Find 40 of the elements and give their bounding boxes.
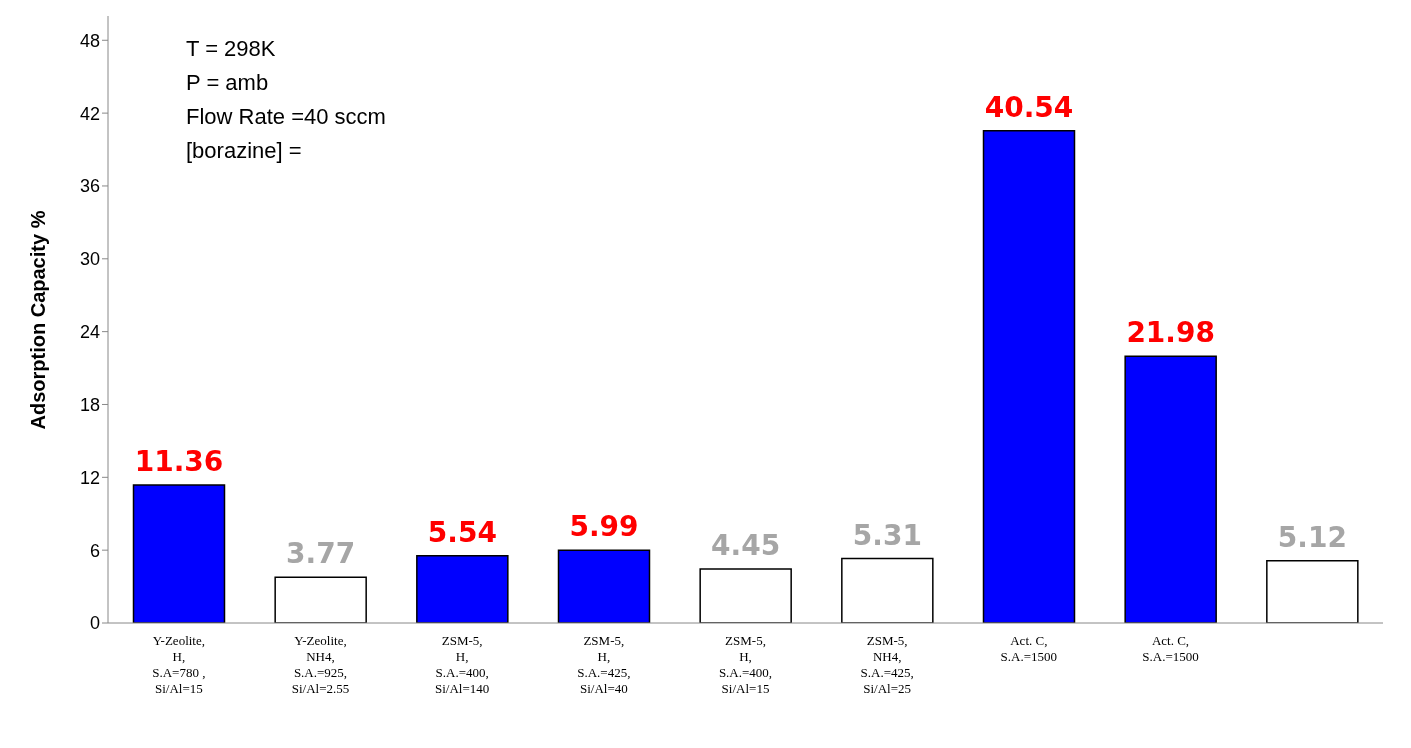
x-tick-label: Y-Zeolite, H, S.A=780 , Si/Al=15 (152, 633, 206, 696)
x-tick-label: Act. C, S.A.=1500 (1000, 633, 1058, 664)
bar (132, 484, 226, 623)
data-label: 5.12 (1277, 520, 1347, 554)
x-tick-label: ZSM-5, NH4, S.A.=425, Si/Al=25 (860, 633, 914, 696)
annotation: T = 298K (186, 36, 276, 61)
bar (699, 568, 792, 623)
bar (982, 130, 1076, 623)
y-tick-label: 0 (89, 613, 100, 634)
y-tick-label: 42 (79, 103, 100, 124)
x-tick-label: ZSM-5, H, S.A.=425, Si/Al=40 (577, 633, 631, 696)
y-axis-title: Adsorption Capacity % (27, 210, 50, 430)
y-tick-label: 18 (79, 394, 100, 415)
x-tick-label: ZSM-5, H, S.A.=400, Si/Al=15 (718, 633, 773, 696)
x-tick-label: Y-Zeolite, NH4, S.A.=925, Si/Al=2.55 (291, 633, 350, 696)
data-label: 5.54 (427, 515, 497, 549)
data-label: 40.54 (984, 90, 1074, 124)
y-tick-label: 12 (79, 467, 100, 488)
annotation: Flow Rate =40 sccm (186, 104, 386, 129)
annotation: P = amb (186, 70, 269, 95)
bar (1266, 560, 1359, 623)
data-label: 5.31 (852, 518, 922, 552)
y-tick-label: 36 (79, 176, 100, 197)
data-label: 21.98 (1126, 316, 1215, 350)
x-tick-label: Act. C, S.A.=1500 (1142, 633, 1199, 664)
y-tick-label: 30 (79, 249, 100, 270)
x-tick-label: ZSM-5, H, S.A.=400, Si/Al=140 (435, 633, 490, 696)
bar (416, 554, 509, 623)
data-label: 4.45 (711, 528, 781, 562)
bar (274, 576, 367, 623)
annotation: [borazine] = (186, 138, 302, 163)
y-tick-label: 48 (79, 30, 100, 51)
data-label: 3.77 (286, 537, 356, 571)
y-tick-label: 6 (89, 540, 100, 561)
data-label: 5.99 (569, 510, 639, 544)
bar (841, 557, 934, 623)
y-tick-label: 24 (79, 322, 100, 343)
bar (1124, 355, 1217, 623)
bar (557, 549, 651, 623)
data-label: 11.36 (134, 445, 224, 479)
